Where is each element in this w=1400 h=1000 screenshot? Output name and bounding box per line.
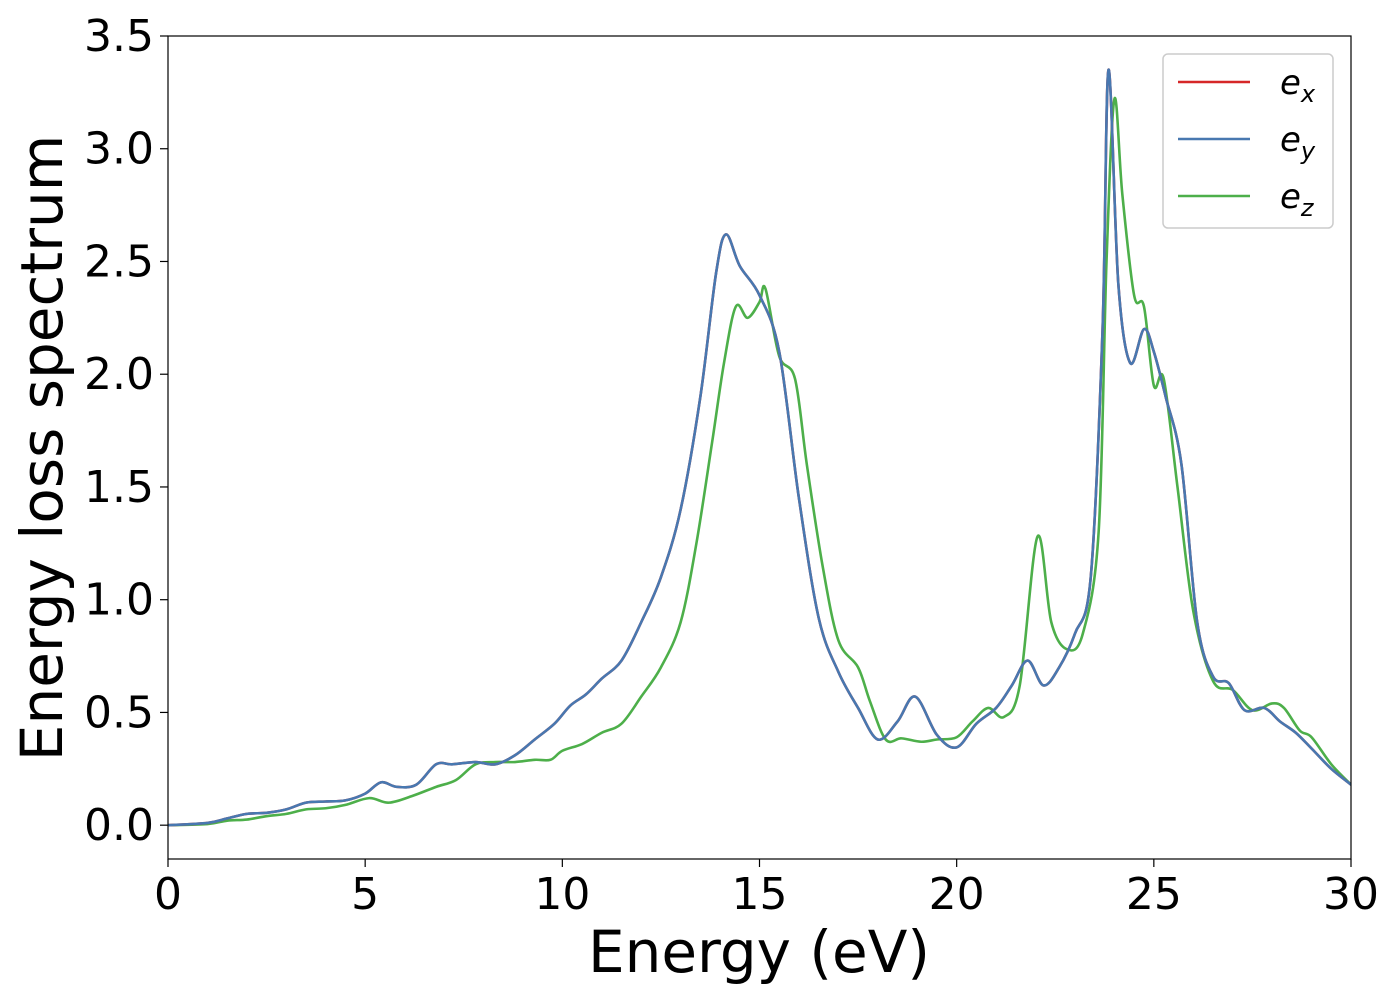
x-axis-ticks: 0 5 10 15 20 25 30 — [154, 859, 1379, 920]
series-lines — [168, 68, 1351, 827]
y-tick-label: 3.0 — [84, 124, 154, 175]
x-tick-label: 10 — [534, 869, 590, 920]
y-tick-label: 0.5 — [84, 687, 154, 738]
y-tick-label: 0.0 — [84, 800, 154, 851]
legend-label-ez: ez — [1280, 177, 1315, 222]
y-tick-label: 2.0 — [84, 349, 154, 400]
y-tick-label: 2.5 — [84, 236, 154, 287]
x-tick-label: 15 — [732, 869, 788, 920]
y-tick-label: 1.5 — [84, 462, 154, 513]
legend-box — [1162, 53, 1334, 229]
x-axis-title: Energy (eV) — [588, 918, 930, 986]
legend: ex ey ez — [1162, 53, 1334, 229]
legend-label-ex: ex — [1280, 63, 1316, 108]
legend-label-ey: ey — [1280, 120, 1316, 165]
x-tick-label: 25 — [1126, 869, 1182, 920]
x-tick-label: 30 — [1323, 869, 1379, 920]
series-line-ez — [168, 96, 1351, 827]
y-axis-title: Energy loss spectrum — [8, 135, 76, 761]
y-tick-label: 1.0 — [84, 575, 154, 626]
x-tick-label: 0 — [154, 869, 182, 920]
y-tick-label: 3.5 — [84, 11, 154, 62]
x-tick-label: 5 — [351, 869, 379, 920]
x-tick-label: 20 — [929, 869, 985, 920]
y-axis-ticks: 0.0 0.5 1.0 1.5 2.0 2.5 3.0 3.5 — [84, 11, 168, 851]
series-line-ey — [168, 68, 1351, 827]
